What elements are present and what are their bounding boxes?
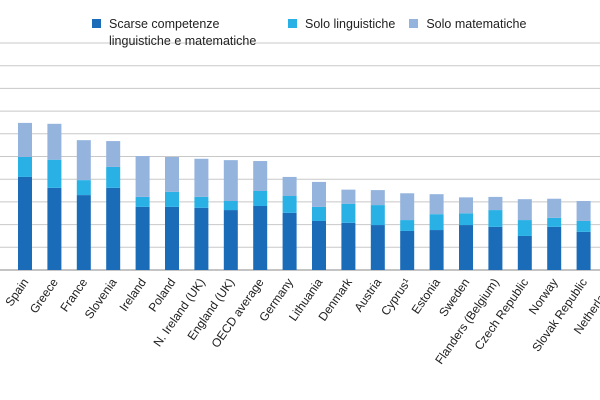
bar-segment <box>282 195 297 213</box>
bar-segment <box>76 180 91 196</box>
bar-segment <box>135 156 150 197</box>
bar-segment <box>312 220 326 270</box>
legend-label: Scarse competenze linguistiche e matemat… <box>109 17 257 48</box>
bar-segment <box>488 210 503 227</box>
legend-swatch <box>409 19 419 28</box>
legend-item: Solo linguistiche <box>288 16 395 50</box>
bar-segment <box>106 166 121 188</box>
bar-segment <box>459 213 473 226</box>
bar-segment <box>223 160 238 201</box>
bar-segment <box>517 199 532 221</box>
bar-segment <box>253 205 268 270</box>
bar-segment <box>47 123 62 160</box>
bar-segment <box>488 226 503 270</box>
bar-segment <box>341 189 356 204</box>
bar-segment <box>429 230 444 270</box>
bar-segment <box>341 222 356 270</box>
bar-segment <box>253 191 268 206</box>
bar-segment <box>547 226 562 270</box>
bar-segment <box>459 197 473 214</box>
bar-segment <box>47 159 62 188</box>
bar-segment <box>547 198 562 218</box>
bar-segment <box>370 225 385 270</box>
bar-segment <box>517 235 532 270</box>
bar-segment <box>194 158 209 197</box>
bar-segment <box>341 203 356 223</box>
x-tick-label: Greece <box>27 275 61 316</box>
bar-segment <box>400 230 415 270</box>
bar-segment <box>47 187 62 270</box>
bar-segment <box>194 196 209 208</box>
bar-segment <box>18 176 32 270</box>
legend-item: Scarse competenze linguistiche e matemat… <box>92 16 274 50</box>
legend-label: Solo linguistiche <box>305 17 396 31</box>
bar-segment <box>429 214 444 231</box>
bar-segment <box>547 217 562 227</box>
bar-segment <box>312 181 326 207</box>
bar-segment <box>576 220 591 232</box>
bar-segment <box>370 205 385 226</box>
legend-swatch <box>92 19 101 28</box>
bar-segment <box>165 206 179 270</box>
x-tick-label: Ireland <box>117 276 150 314</box>
x-tick-label: Spain <box>2 276 31 309</box>
bar-segment <box>282 212 297 270</box>
bar-segment <box>312 206 326 221</box>
bar-segment <box>488 196 503 211</box>
bar-segment <box>459 225 473 270</box>
bar-segment <box>223 210 238 270</box>
bar-segment <box>370 190 385 206</box>
bar-segment <box>18 122 32 157</box>
x-tick-label: Cyprus¹ <box>378 276 414 318</box>
legend: Scarse competenze linguistiche e matemat… <box>92 16 526 50</box>
bar-segment <box>282 176 297 196</box>
bar-segment <box>76 140 91 181</box>
bar-segment <box>194 207 209 270</box>
bar-segment <box>135 206 150 270</box>
bar-segment <box>18 156 32 177</box>
bar-segment <box>576 231 591 270</box>
bar-segment <box>400 220 415 231</box>
bar-segment <box>223 200 238 211</box>
legend-item: Solo matematiche <box>409 16 526 50</box>
bar-segment <box>135 196 150 207</box>
bar-segment <box>400 193 415 221</box>
bar-segment <box>76 195 91 270</box>
bar-segment <box>106 141 121 167</box>
bar-segment <box>165 191 179 207</box>
bar-segment <box>253 161 268 192</box>
bar-segment <box>106 187 121 270</box>
bar-segment <box>517 220 532 236</box>
bar-segment <box>429 194 444 215</box>
legend-swatch <box>288 19 297 28</box>
bar-segment <box>165 156 179 192</box>
legend-label: Solo matematiche <box>426 17 527 31</box>
bar-segment <box>576 200 591 221</box>
